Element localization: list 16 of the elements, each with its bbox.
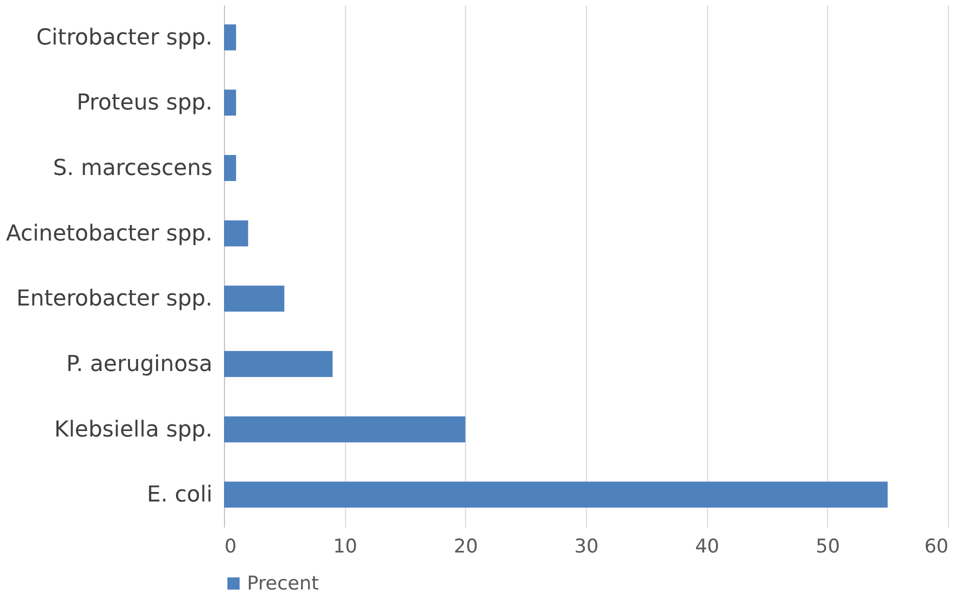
y-tick-label: Acinetobacter spp.	[6, 221, 212, 246]
x-tick-label: 10	[333, 536, 358, 558]
x-tick-label: 60	[924, 536, 948, 558]
y-tick-label: Klebsiella spp.	[54, 417, 212, 442]
y-tick-label: Proteus spp.	[76, 90, 212, 116]
x-tick-label: 40	[695, 536, 720, 558]
y-tick-label: E. coli	[146, 482, 212, 508]
y-tick-label: Citrobacter spp.	[36, 25, 212, 50]
x-tick-label: 20	[454, 536, 478, 558]
x-tick-label: 30	[574, 536, 599, 558]
legend-label: Precent	[247, 572, 319, 594]
y-tick-label: S. marcescens	[52, 156, 212, 182]
y-tick-label: Enterobacter spp.	[16, 286, 212, 312]
x-tick-label: 0	[224, 536, 237, 558]
x-tick-label: 50	[816, 536, 840, 558]
y-tick-label: P. aeruginosa	[66, 352, 212, 377]
